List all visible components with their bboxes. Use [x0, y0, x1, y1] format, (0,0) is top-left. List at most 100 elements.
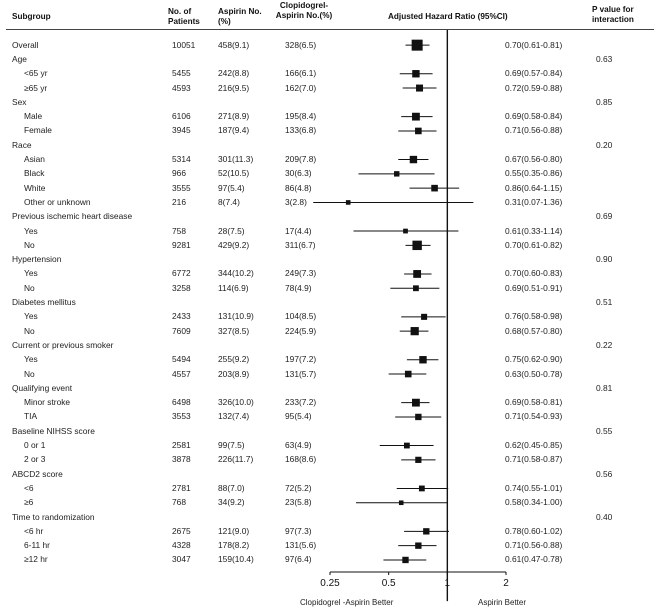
- point-estimate: [412, 112, 420, 121]
- point-estimate: [419, 356, 427, 364]
- category-label: Other or unknown: [24, 196, 91, 207]
- category-label: Yes: [24, 268, 38, 279]
- point-estimate: [404, 370, 412, 378]
- category-label: Male: [24, 111, 43, 122]
- subgroup-label: Hypertension: [12, 254, 62, 265]
- point-estimate: [402, 556, 409, 564]
- aspirin-value: 99(7.5): [218, 440, 245, 451]
- point-estimate: [415, 542, 422, 549]
- aspirin-value: 8(7.4): [218, 196, 240, 207]
- patients-value: 5314: [172, 154, 191, 165]
- header-subgroup: Subgroup: [12, 12, 51, 21]
- hazard-ratio-text: 0.71(0.58-0.87): [505, 454, 563, 465]
- aspirin-value: 271(8.9): [218, 111, 250, 122]
- header-clopidogrel: Clopidogrel-Aspirin No.(%): [275, 1, 333, 20]
- category-label: ≥6: [24, 497, 34, 508]
- patients-value: 3878: [172, 454, 191, 465]
- header-aspirin: Aspirin No.(%): [218, 7, 262, 26]
- subgroup-label: Diabetes mellitus: [12, 297, 76, 308]
- point-estimate: [431, 184, 438, 192]
- patients-value: 3047: [172, 554, 191, 565]
- subgroup-label: Baseline NIHSS score: [12, 425, 95, 436]
- clopidogrel-value: 168(8.6): [285, 454, 317, 465]
- header-rule: [6, 29, 654, 30]
- patients-value: 768: [172, 497, 186, 508]
- p-value: 0.90: [596, 254, 613, 265]
- category-label: ≥12 hr: [24, 554, 48, 565]
- clopidogrel-value: 131(5.7): [285, 368, 317, 379]
- clopidogrel-value: 30(6.3): [285, 168, 312, 179]
- clopidogrel-value: 72(5.2): [285, 482, 312, 493]
- point-estimate: [412, 240, 422, 251]
- patients-value: 4593: [172, 82, 191, 93]
- clopidogrel-value: 233(7.2): [285, 397, 317, 408]
- category-label: No: [24, 282, 35, 293]
- clopidogrel-value: 162(7.0): [285, 82, 317, 93]
- aspirin-value: 28(7.5): [218, 225, 245, 236]
- aspirin-value: 34(9.2): [218, 497, 245, 508]
- aspirin-value: 301(11.3): [218, 154, 254, 165]
- category-label: TIA: [24, 411, 38, 422]
- p-value: 0.81: [596, 382, 613, 393]
- patients-value: 4557: [172, 368, 191, 379]
- aspirin-value: 458(9.1): [218, 39, 250, 50]
- patients-value: 2433: [172, 311, 191, 322]
- point-estimate: [415, 456, 422, 463]
- category-label: Black: [24, 168, 45, 179]
- clopidogrel-value: 224(5.9): [285, 325, 317, 336]
- hazard-ratio-text: 0.72(0.59-0.88): [505, 82, 563, 93]
- header-hazard-ratio: Adjusted Hazard Ratio (95%CI): [388, 12, 508, 21]
- hazard-ratio-text: 0.31(0.07-1.36): [505, 196, 563, 207]
- point-estimate: [403, 442, 410, 449]
- clopidogrel-value: 166(6.1): [285, 68, 317, 79]
- aspirin-value: 131(10.9): [218, 311, 254, 322]
- aspirin-value: 344(10.2): [218, 268, 254, 279]
- p-value: 0.20: [596, 139, 613, 150]
- point-estimate: [411, 39, 423, 51]
- category-label: ≥65 yr: [24, 82, 48, 93]
- clopidogrel-value: 63(4.9): [285, 440, 312, 451]
- aspirin-value: 114(6.9): [218, 282, 249, 293]
- patients-value: 10051: [172, 39, 196, 50]
- point-estimate: [415, 127, 422, 135]
- clopidogrel-value: 209(7.8): [285, 154, 317, 165]
- category-label: Female: [24, 125, 52, 136]
- patients-value: 3555: [172, 182, 191, 193]
- point-estimate: [403, 228, 408, 234]
- category-label: 6-11 hr: [24, 540, 50, 551]
- hazard-ratio-text: 0.62(0.45-0.85): [505, 440, 563, 451]
- clopidogrel-value: 249(7.3): [285, 268, 317, 279]
- hazard-ratio-text: 0.75(0.62-0.90): [505, 354, 563, 365]
- p-value: 0.40: [596, 511, 613, 522]
- point-estimate: [412, 70, 420, 78]
- patients-value: 5455: [172, 68, 191, 79]
- header-patients: No. of Patients: [168, 7, 200, 26]
- hazard-ratio-text: 0.63(0.50-0.78): [505, 368, 563, 379]
- point-estimate: [416, 84, 424, 92]
- aspirin-value: 203(8.9): [218, 368, 250, 379]
- patients-value: 3553: [172, 411, 191, 422]
- x-tick-label: 0.5: [382, 578, 396, 589]
- aspirin-value: 121(9.0): [218, 525, 250, 536]
- category-label: White: [24, 182, 46, 193]
- patients-value: 2675: [172, 525, 191, 536]
- clopidogrel-value: 131(5.6): [285, 540, 317, 551]
- patients-value: 6498: [172, 397, 191, 408]
- hazard-ratio-text: 0.55(0.35-0.86): [505, 168, 563, 179]
- hazard-ratio-text: 0.69(0.57-0.84): [505, 68, 563, 79]
- hazard-ratio-text: 0.69(0.51-0.91): [505, 282, 563, 293]
- category-label: No: [24, 239, 35, 250]
- hazard-ratio-text: 0.78(0.60-1.02): [505, 525, 563, 536]
- subgroup-label: Qualifying event: [12, 382, 73, 393]
- hazard-ratio-text: 0.70(0.61-0.82): [505, 239, 563, 250]
- point-estimate: [410, 327, 419, 336]
- aspirin-value: 132(7.4): [218, 411, 250, 422]
- point-estimate: [412, 398, 420, 407]
- aspirin-value: 429(9.2): [218, 239, 250, 250]
- patients-value: 3945: [172, 125, 191, 136]
- point-estimate: [415, 413, 422, 421]
- hazard-ratio-text: 0.69(0.58-0.81): [505, 397, 563, 408]
- point-estimate: [413, 285, 419, 292]
